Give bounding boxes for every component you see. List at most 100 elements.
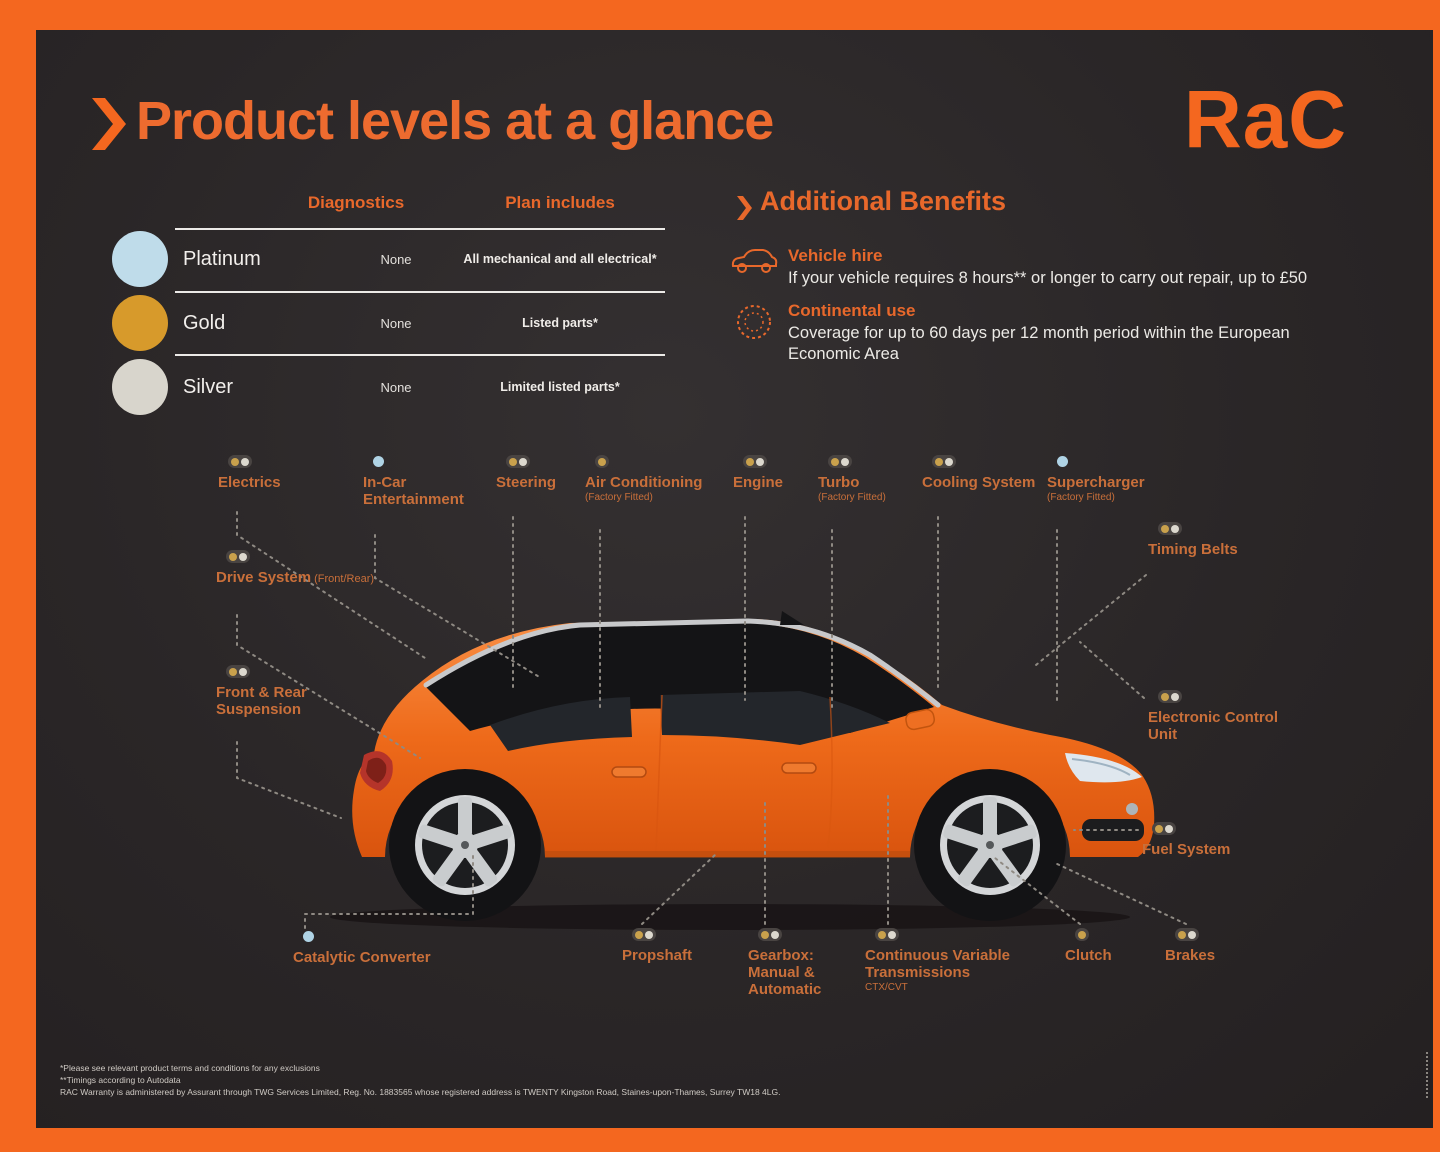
column-header-plan-includes: Plan includes — [505, 193, 615, 212]
coverage-marker-gold — [1075, 928, 1089, 941]
page-title: Product levels at a glance — [136, 91, 774, 151]
part-fuel-system: Fuel System — [1142, 822, 1262, 858]
benefit-title: Vehicle hire — [788, 246, 883, 265]
platinum-dot — [1057, 456, 1068, 467]
silver-dot — [1171, 524, 1179, 533]
coverage-marker-gold_silver — [506, 455, 530, 468]
coverage-marker-platinum — [303, 930, 314, 943]
gold-dot — [231, 457, 239, 466]
coverage-marker-gold_silver — [226, 665, 250, 678]
part-engine: Engine — [733, 455, 808, 491]
part-label: Drive System (Front/Rear) — [216, 569, 375, 586]
part-catalytic-converter: Catalytic Converter — [293, 930, 473, 966]
rac-logo: RaC — [1184, 74, 1348, 165]
column-header-diagnostics: Diagnostics — [307, 193, 405, 212]
part-label: Catalytic Converter — [293, 949, 431, 966]
part-label: Electrics — [218, 474, 281, 491]
part-cooling-system: Cooling System — [922, 455, 1052, 491]
part-propshaft: Propshaft — [622, 928, 722, 964]
footnote-line: *Please see relevant product terms and c… — [60, 1063, 320, 1073]
gold-dot — [509, 457, 517, 466]
table-divider — [175, 291, 665, 293]
part-label: Turbo — [818, 474, 860, 491]
footnote-line: **Timings according to Autodata — [60, 1075, 181, 1085]
part-sublabel: (Front/Rear) — [311, 573, 375, 585]
plan-includes: All mechanical and all electrical* — [463, 252, 657, 266]
coverage-marker-gold_silver — [226, 550, 250, 563]
silver-dot — [645, 930, 653, 939]
silver-dot — [1171, 692, 1179, 701]
part-label: Gearbox: Manual & Automatic — [748, 947, 822, 998]
part-electrics: Electrics — [218, 455, 303, 491]
table-divider — [175, 228, 665, 230]
gold-dot — [1078, 930, 1086, 939]
platinum-dot — [373, 456, 384, 467]
car-illustration — [330, 611, 1155, 930]
platinum-dot — [303, 931, 314, 942]
plan-diagnostics: None — [380, 252, 412, 267]
benefit-title: Continental use — [788, 301, 916, 320]
eu-stars-icon — [737, 305, 771, 339]
part-label: Cooling System — [922, 474, 1036, 491]
part-label: Front & Rear Suspension — [216, 684, 307, 718]
gold-circle — [112, 295, 168, 351]
part-label: Steering — [496, 474, 557, 491]
part-label: Engine — [733, 474, 784, 491]
silver-dot — [1188, 930, 1196, 939]
part-label: Air Conditioning — [585, 474, 703, 491]
leader-line-front-rear-suspension — [236, 741, 342, 819]
part-sublabel: (Factory Fitted) — [585, 492, 653, 503]
part-sublabel: CTX/CVT — [865, 982, 908, 993]
chevron-icon — [92, 98, 126, 150]
part-label: Propshaft — [622, 947, 693, 964]
part-in-car-entertainment: In-Car Entertainment — [363, 455, 475, 508]
part-air-conditioning: Air Conditioning (Factory Fitted) — [585, 455, 725, 503]
part-turbo: Turbo (Factory Fitted) — [818, 455, 913, 503]
plan-diagnostics: None — [380, 380, 412, 395]
part-electronic-control-unit: Electronic Control Unit — [1148, 690, 1298, 743]
coverage-marker-platinum — [373, 455, 384, 468]
gold-dot — [229, 667, 237, 676]
silver-dot — [841, 457, 849, 466]
gold-dot — [935, 457, 943, 466]
plan-diagnostics: None — [380, 316, 412, 331]
coverage-marker-gold_silver — [932, 455, 956, 468]
footnotes: *Please see relevant product terms and c… — [60, 1062, 780, 1098]
benefit-text: If your vehicle requires 8 hours** or lo… — [788, 269, 1308, 287]
coverage-marker-gold_silver — [1175, 928, 1199, 941]
plan-name: Silver — [183, 376, 234, 398]
gold-dot — [635, 930, 643, 939]
poster-panel: Product levels at a glance RaC Diagnosti… — [36, 30, 1433, 1128]
plan-includes: Listed parts* — [522, 316, 598, 330]
coverage-marker-gold_silver — [1158, 690, 1182, 703]
part-label: Brakes — [1165, 947, 1216, 964]
coverage-marker-gold_silver — [875, 928, 899, 941]
part-gearbox: Gearbox: Manual & Automatic — [748, 928, 853, 998]
silver-dot — [239, 667, 247, 676]
silver-dot — [756, 457, 764, 466]
print-code-marks — [1426, 1052, 1428, 1098]
part-supercharger: Supercharger (Factory Fitted) — [1047, 455, 1165, 503]
gold-dot — [1178, 930, 1186, 939]
coverage-marker-platinum — [1057, 455, 1068, 468]
gold-dot — [1161, 692, 1169, 701]
part-front-rear-suspension: Front & Rear Suspension — [216, 665, 341, 718]
part-label: Fuel System — [1142, 841, 1231, 858]
gold-dot — [1155, 824, 1163, 833]
gold-dot — [831, 457, 839, 466]
coverage-marker-gold_silver — [743, 455, 767, 468]
gold-dot — [1161, 524, 1169, 533]
silver-dot — [945, 457, 953, 466]
chevron-icon — [737, 196, 752, 220]
part-timing-belts: Timing Belts — [1148, 522, 1258, 558]
silver-dot — [771, 930, 779, 939]
silver-dot — [519, 457, 527, 466]
part-sublabel: (Factory Fitted) — [818, 492, 886, 503]
gold-dot — [878, 930, 886, 939]
coverage-marker-gold_silver — [632, 928, 656, 941]
plan-name: Gold — [183, 312, 226, 334]
gold-dot — [598, 457, 606, 466]
part-clutch: Clutch — [1065, 928, 1140, 964]
gold-dot — [761, 930, 769, 939]
part-label: In-Car Entertainment — [363, 474, 464, 508]
